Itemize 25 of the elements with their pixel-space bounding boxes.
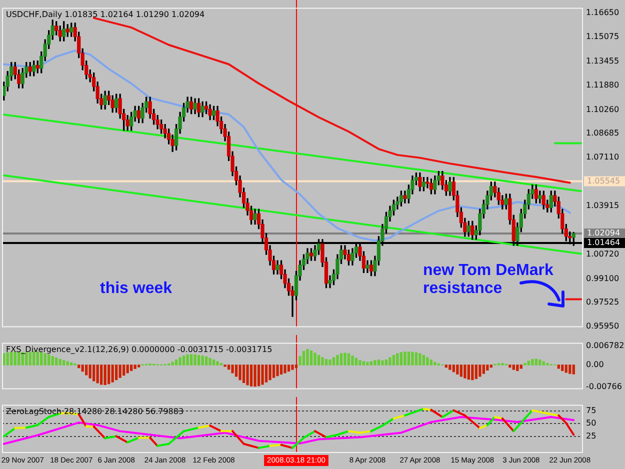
annotation: this week bbox=[100, 280, 174, 298]
y-tick-label: 1.03915 bbox=[586, 200, 620, 210]
y-tick-label: 0.006782 bbox=[586, 340, 624, 350]
y-tick-label: 0.95950 bbox=[586, 322, 620, 331]
ref-line-label: 1.05545 bbox=[587, 176, 620, 186]
y-tick-label: 0.00 bbox=[586, 360, 604, 370]
annotation: new Tom DeMark resistance bbox=[423, 262, 554, 298]
chart-title: USDCHF,Daily 1.01835 1.02164 1.01290 1.02094 bbox=[6, 10, 205, 19]
ref-line-label: 1.01464 bbox=[587, 238, 620, 248]
y-tick-label: 0.97525 bbox=[586, 298, 620, 307]
y-tick-label: 1.16650 bbox=[586, 8, 620, 18]
y-tick-label: 50 bbox=[586, 418, 596, 428]
ref-line-label: 1.02094 bbox=[587, 228, 620, 238]
y-tick-label: 1.07110 bbox=[586, 152, 620, 162]
y-tick-label: -0.00766 bbox=[586, 382, 622, 391]
y-tick-label: 1.11880 bbox=[586, 80, 620, 90]
chart-title: FXS_Divergence_v2.1(12,26,9) 0.0000000 -0.0031715 -0.0031715 bbox=[6, 344, 272, 354]
y-tick-label: 0.99100 bbox=[586, 274, 620, 283]
y-tick-label: 1.15075 bbox=[586, 32, 620, 42]
y-tick-label: 25 bbox=[586, 431, 596, 440]
y-tick-label: 1.08685 bbox=[586, 128, 620, 138]
y-tick-label: 1.13455 bbox=[586, 56, 620, 66]
y-tick-label: 1.10260 bbox=[586, 104, 620, 114]
y-tick-label: 1.00720 bbox=[586, 249, 620, 258]
y-tick-label: 75 bbox=[586, 406, 596, 415]
